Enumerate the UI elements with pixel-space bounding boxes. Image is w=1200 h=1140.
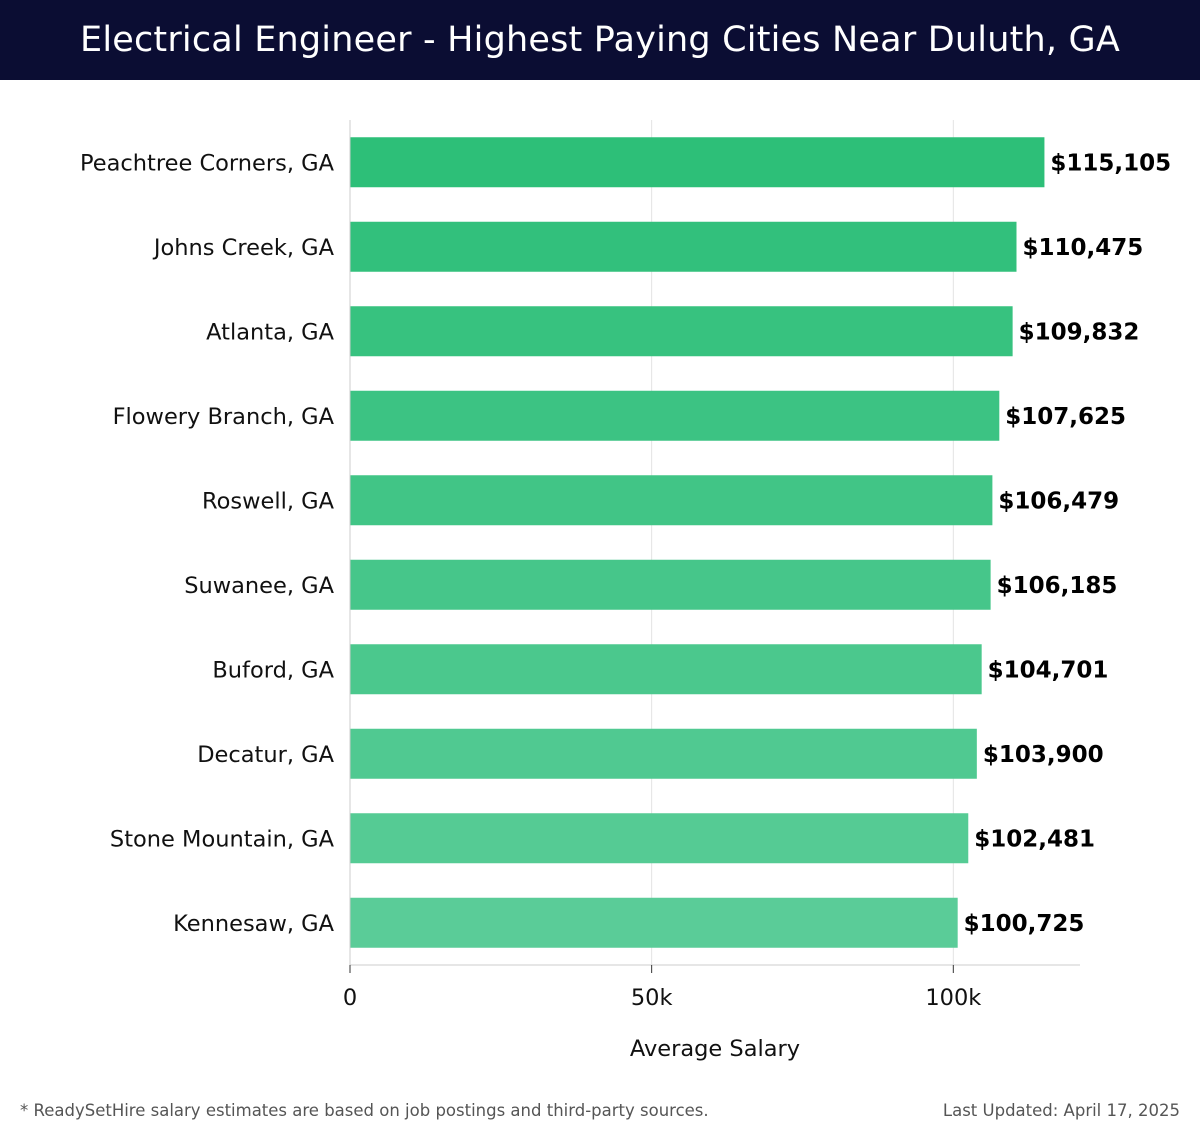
value-label: $104,701 <box>988 657 1109 683</box>
footer-updated: Last Updated: April 17, 2025 <box>942 1101 1180 1120</box>
x-axis-label: Average Salary <box>630 1036 800 1062</box>
bar <box>350 728 977 779</box>
x-tick-label: 0 <box>343 985 357 1011</box>
category-label: Kennesaw, GA <box>173 911 334 937</box>
x-tick-label: 50k <box>631 985 673 1011</box>
value-label: $115,105 <box>1050 150 1171 176</box>
value-label: $103,900 <box>983 742 1104 768</box>
bar <box>350 221 1017 272</box>
value-label: $106,185 <box>997 573 1118 599</box>
category-label: Flowery Branch, GA <box>113 404 335 430</box>
bar-chart: Peachtree Corners, GA $115,105 Johns Creek… <box>80 120 1171 1062</box>
bar <box>350 137 1045 188</box>
category-label: Roswell, GA <box>202 488 335 514</box>
footer-note: * ReadySetHire salary estimates are base… <box>20 1101 709 1120</box>
bar <box>350 559 991 610</box>
category-label: Decatur, GA <box>197 742 334 768</box>
bar <box>350 390 1000 441</box>
x-tick-label: 100k <box>925 985 981 1011</box>
category-label: Buford, GA <box>212 657 334 683</box>
bar <box>350 475 993 526</box>
chart-title: Electrical Engineer - Highest Paying Cit… <box>80 20 1120 60</box>
bar <box>350 813 969 864</box>
bar <box>350 644 982 695</box>
category-label: Atlanta, GA <box>206 319 334 345</box>
bar <box>350 306 1013 357</box>
value-label: $102,481 <box>974 826 1095 852</box>
category-label: Suwanee, GA <box>184 573 334 599</box>
category-label: Peachtree Corners, GA <box>80 150 335 176</box>
bar <box>350 897 958 948</box>
category-label: Johns Creek, GA <box>152 235 335 261</box>
value-label: $100,725 <box>964 911 1085 937</box>
category-label: Stone Mountain, GA <box>110 826 335 852</box>
value-label: $106,479 <box>998 488 1119 514</box>
chart-header: Electrical Engineer - Highest Paying Cit… <box>0 0 1200 80</box>
value-label: $110,475 <box>1023 235 1144 261</box>
value-label: $109,832 <box>1019 319 1140 345</box>
value-label: $107,625 <box>1005 404 1126 430</box>
